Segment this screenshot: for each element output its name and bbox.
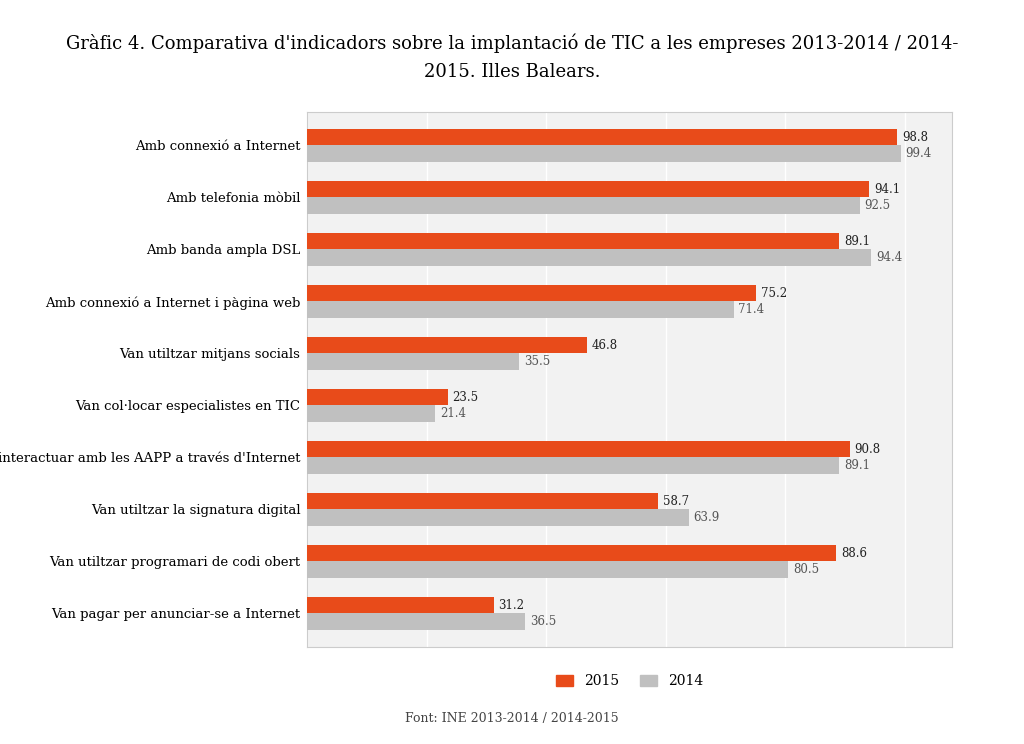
Text: Gràfic 4. Comparativa d'indicadors sobre la implantació de TIC a les empreses 20: Gràfic 4. Comparativa d'indicadors sobre… <box>66 33 958 53</box>
Bar <box>307 249 871 266</box>
Text: 63.9: 63.9 <box>693 511 720 525</box>
Bar <box>307 597 494 614</box>
Text: 88.6: 88.6 <box>841 547 867 559</box>
Bar <box>307 181 869 197</box>
Text: 98.8: 98.8 <box>902 131 928 144</box>
Legend: 2015, 2014: 2015, 2014 <box>551 669 709 694</box>
Bar <box>307 562 788 578</box>
Text: 31.2: 31.2 <box>499 599 524 612</box>
Bar <box>307 197 860 214</box>
Bar <box>307 389 447 405</box>
Text: 99.4: 99.4 <box>905 147 932 160</box>
Bar <box>307 353 519 370</box>
Bar <box>307 405 435 422</box>
Bar <box>307 440 850 458</box>
Bar <box>307 145 901 162</box>
Bar <box>307 545 837 562</box>
Text: 21.4: 21.4 <box>440 407 466 420</box>
Text: 89.1: 89.1 <box>844 459 870 472</box>
Text: 35.5: 35.5 <box>524 355 550 368</box>
Bar <box>307 233 840 249</box>
Text: 94.1: 94.1 <box>874 182 900 196</box>
Text: 89.1: 89.1 <box>844 234 870 248</box>
Text: 90.8: 90.8 <box>854 443 881 455</box>
Bar <box>307 129 897 145</box>
Bar <box>307 493 657 510</box>
Text: 75.2: 75.2 <box>761 286 787 300</box>
Bar <box>307 510 689 526</box>
Bar <box>307 301 733 318</box>
Bar <box>307 285 757 301</box>
Text: Font: INE 2013-2014 / 2014-2015: Font: INE 2013-2014 / 2014-2015 <box>406 713 618 725</box>
Text: 94.4: 94.4 <box>876 251 902 264</box>
Bar <box>307 337 587 353</box>
Text: 92.5: 92.5 <box>864 199 891 212</box>
Text: 46.8: 46.8 <box>592 339 617 352</box>
Text: 71.4: 71.4 <box>738 304 765 316</box>
Bar <box>307 614 525 630</box>
Text: 36.5: 36.5 <box>530 615 556 628</box>
Text: 23.5: 23.5 <box>453 391 478 404</box>
Text: 80.5: 80.5 <box>793 563 819 577</box>
Text: 2015. Illes Balears.: 2015. Illes Balears. <box>424 63 600 81</box>
Text: 58.7: 58.7 <box>663 495 689 507</box>
Bar <box>307 458 840 474</box>
